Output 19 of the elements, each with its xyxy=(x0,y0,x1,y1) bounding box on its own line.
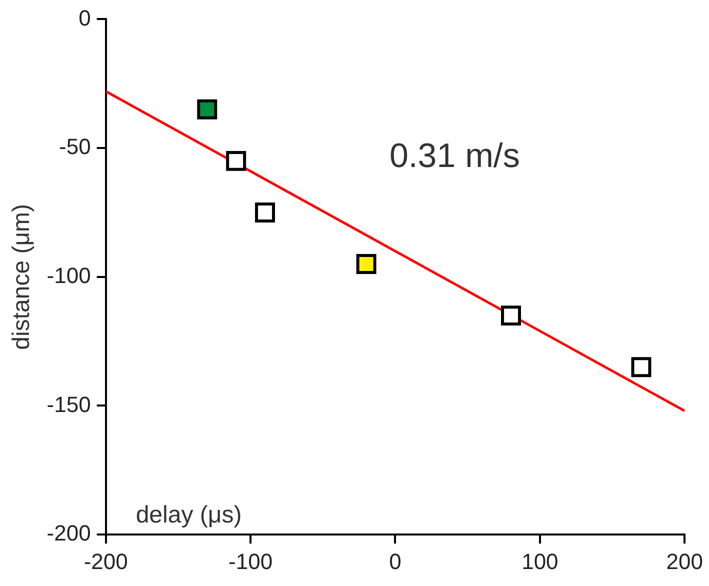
annotation: 0.31 m/s xyxy=(389,137,520,176)
point xyxy=(356,254,376,274)
x-axis-title: delay (μs) xyxy=(136,502,242,529)
x-tick-label: -200 xyxy=(84,548,128,574)
y-tick-label: -200 xyxy=(46,520,91,546)
point xyxy=(501,306,521,326)
x-tick-label: 200 xyxy=(666,548,704,574)
y-tick-label: -50 xyxy=(59,134,91,160)
x-tick-label: -100 xyxy=(228,548,273,574)
y-tick-label: -150 xyxy=(46,392,91,417)
y-tick-label: 0 xyxy=(78,5,91,30)
point xyxy=(226,150,246,171)
point xyxy=(255,202,275,222)
y-tick-label: -100 xyxy=(46,262,91,288)
point xyxy=(197,99,218,120)
x-tick-label: 100 xyxy=(522,548,558,574)
point xyxy=(631,357,652,378)
y-axis-title: distance (μm) xyxy=(8,204,36,350)
x-tick-label: 0 xyxy=(389,548,402,574)
